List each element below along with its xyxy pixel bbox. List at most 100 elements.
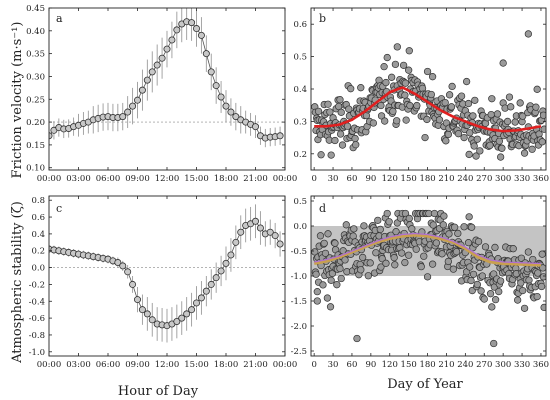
data-point [352, 141, 360, 149]
data-point [313, 297, 321, 305]
x-tick-label: 0 [311, 174, 316, 184]
data-point [374, 216, 382, 225]
data-point [477, 287, 485, 295]
data-point [326, 108, 334, 116]
data-point [323, 294, 332, 302]
x-tick-label: 150 [401, 360, 417, 370]
data-point [343, 122, 352, 130]
data-point [369, 119, 378, 127]
data-point [472, 152, 480, 160]
panel-label: a [56, 12, 63, 25]
x-tick-label: 30 [328, 174, 339, 184]
x-tick-label: 09:00 [125, 174, 150, 184]
data-point [503, 117, 512, 126]
data-point [495, 287, 503, 296]
data-point [383, 53, 391, 62]
data-point [391, 60, 400, 69]
data-point [237, 228, 245, 236]
data-point [326, 303, 335, 311]
data-point [353, 334, 361, 343]
data-point [423, 273, 432, 281]
data-point [533, 85, 541, 93]
data-point [173, 317, 181, 325]
y-tick-label: 0.8 [31, 196, 45, 206]
data-point [276, 240, 284, 248]
data-point [207, 280, 215, 288]
y-tick-label: -0.2 [29, 280, 45, 290]
x-tick-label: 15:00 [184, 174, 209, 184]
data-point [488, 303, 496, 311]
data-point [460, 133, 468, 142]
data-point [476, 147, 484, 155]
data-point [405, 47, 413, 55]
ylabel-top: Friction velocity (m·s⁻¹) [10, 22, 25, 179]
data-point [427, 90, 435, 99]
data-point [445, 230, 453, 238]
data-point [495, 137, 504, 145]
data-point [398, 249, 406, 257]
data-point [464, 99, 473, 108]
data-point [197, 294, 205, 302]
x-tick-label: 06:00 [96, 174, 121, 184]
data-point [480, 295, 488, 303]
data-point [442, 137, 450, 145]
panel-d: 0 30 60 90 120 150 180 210 240 270 300 330 360 -2.5 -2… [291, 195, 549, 370]
data-point [359, 253, 367, 262]
data-point [331, 239, 339, 247]
x-tick-label: 360 [533, 174, 549, 184]
data-point [498, 144, 506, 152]
data-point [197, 31, 205, 39]
data-point [491, 243, 499, 252]
data-point [138, 86, 146, 94]
y-tick-label: -1.0 [29, 348, 45, 358]
data-point [232, 238, 240, 246]
data-point [490, 339, 498, 348]
x-tick-label: 270 [476, 174, 492, 184]
data-point [391, 261, 399, 269]
data-point [143, 310, 151, 318]
data-point [440, 212, 448, 220]
data-point [385, 218, 393, 226]
x-tick-label: 270 [476, 360, 492, 370]
data-point [168, 36, 176, 44]
data-point [516, 99, 524, 107]
data-point [390, 253, 398, 262]
y-tick-label: 0.10 [26, 164, 45, 174]
data-point [429, 221, 437, 229]
data-point [452, 248, 461, 256]
data-point [383, 209, 391, 218]
data-point [372, 249, 380, 257]
data-point [402, 116, 410, 124]
data-point [336, 96, 344, 104]
x-tick-label: 90 [365, 174, 376, 184]
data-point [471, 96, 479, 104]
data-point [382, 259, 390, 267]
data-point [449, 265, 458, 273]
data-point [499, 59, 507, 67]
data-point [466, 263, 474, 271]
data-point [432, 239, 441, 247]
x-tick-label: 240 [457, 174, 473, 184]
data-point [470, 142, 478, 150]
data-point [320, 239, 328, 248]
data-point [357, 84, 365, 92]
data-point [227, 108, 235, 116]
data-point [351, 134, 359, 143]
data-point [538, 138, 546, 146]
data-point [387, 73, 396, 81]
data-point [143, 76, 151, 84]
y-tick-label: -0.4 [29, 297, 45, 307]
data-point [401, 258, 409, 267]
data-point [207, 68, 215, 76]
data-point [405, 214, 413, 223]
data-point [324, 100, 332, 108]
data-point [539, 273, 546, 281]
data-point [133, 296, 141, 304]
y-tick-label: 0.0 [293, 222, 307, 232]
y-tick-label: 0.4 [293, 85, 307, 95]
data-point [412, 245, 420, 253]
data-point [520, 149, 529, 157]
x-tick-label: 21:00 [243, 174, 268, 184]
data-point [539, 111, 546, 119]
